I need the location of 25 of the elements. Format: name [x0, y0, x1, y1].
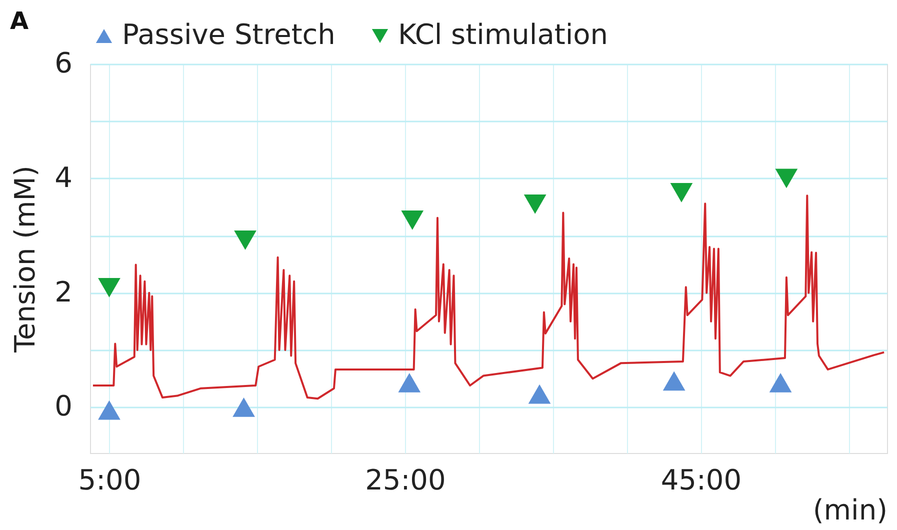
x-tick-label: 5:00	[78, 464, 142, 496]
legend-label: KCl stimulation	[398, 18, 608, 51]
point	[232, 398, 255, 417]
x-tick-label: 25:00	[365, 464, 446, 496]
y-tick-label: 0	[54, 390, 72, 423]
point	[98, 400, 120, 420]
y-tick-label: 4	[54, 160, 72, 194]
point	[398, 372, 421, 392]
point	[98, 278, 120, 298]
y-axis-title: Tension (mM)	[8, 166, 42, 354]
text: A	[10, 7, 29, 35]
point	[775, 168, 798, 188]
point	[524, 194, 546, 214]
point	[670, 183, 693, 202]
y-tick-label: 2	[54, 275, 72, 308]
x-tick-label: 45:00	[660, 464, 742, 496]
point	[769, 372, 792, 392]
point	[528, 384, 551, 404]
point	[401, 210, 424, 230]
line-series	[92, 194, 886, 400]
x-axis-title: (min)	[812, 494, 888, 526]
legend-label: Passive Stretch	[122, 18, 336, 51]
point	[662, 371, 686, 391]
y-tick-label: 6	[54, 46, 72, 80]
point	[234, 230, 256, 250]
